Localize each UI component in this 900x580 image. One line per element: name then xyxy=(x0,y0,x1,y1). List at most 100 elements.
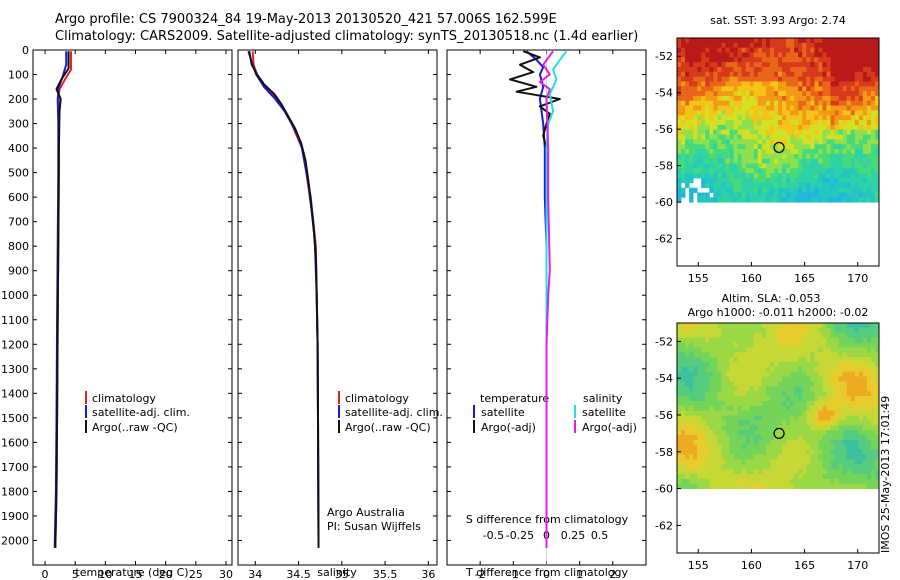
map-cell xyxy=(709,400,714,407)
map-cell xyxy=(769,178,775,184)
map-cell xyxy=(794,192,799,198)
map-cell xyxy=(870,386,876,392)
map-cell xyxy=(802,366,807,373)
y-tick-label: 0 xyxy=(22,44,29,57)
map-cell xyxy=(745,366,751,373)
map-cell xyxy=(677,357,682,363)
map-cell xyxy=(794,415,799,421)
map-cell xyxy=(701,76,706,82)
annotation-argo-australia: Argo Australia xyxy=(327,506,405,519)
map-cell xyxy=(681,415,686,421)
map-cell xyxy=(725,52,730,58)
map-cell xyxy=(786,386,791,392)
map-cell xyxy=(786,62,791,68)
map-cell xyxy=(685,391,690,397)
map-cell xyxy=(773,425,779,431)
map-cell xyxy=(874,47,880,53)
map-cell xyxy=(822,435,827,441)
map-cell xyxy=(677,464,682,470)
map-cell xyxy=(778,473,783,480)
map-cell xyxy=(765,173,771,179)
map-cell xyxy=(769,425,775,431)
map-cell xyxy=(802,415,807,421)
map-cell xyxy=(846,124,852,131)
map-cell xyxy=(862,435,868,441)
map-cell xyxy=(757,454,763,460)
map-cell xyxy=(826,95,831,102)
map-cell xyxy=(810,182,815,189)
map-cell xyxy=(709,352,714,358)
map-cell xyxy=(717,192,722,198)
map-cell xyxy=(794,396,799,402)
map-cell xyxy=(681,376,686,382)
map-cell xyxy=(717,405,722,412)
map-cell xyxy=(834,158,839,164)
map-cell xyxy=(846,42,852,49)
map-cell xyxy=(745,52,751,58)
map-cell xyxy=(874,454,880,460)
map-cell xyxy=(778,376,783,382)
map-cell xyxy=(733,120,738,126)
map-cell xyxy=(705,371,710,377)
map-cell xyxy=(778,444,783,451)
map-cell xyxy=(697,76,702,82)
map-cell xyxy=(854,396,860,402)
map-cell xyxy=(685,149,690,155)
map-cell xyxy=(858,173,864,179)
map-cell xyxy=(745,478,751,485)
map-cell xyxy=(729,449,734,455)
map-cell xyxy=(761,435,767,441)
map-cell xyxy=(765,71,771,78)
map-cell xyxy=(725,425,730,431)
map-cell xyxy=(822,381,827,387)
map-cell xyxy=(782,347,787,353)
map-cell xyxy=(701,91,706,97)
map-cell xyxy=(717,197,722,203)
map-cell xyxy=(858,332,864,339)
map-cell xyxy=(826,42,831,49)
map-cell xyxy=(826,464,831,470)
map-cell xyxy=(798,110,803,116)
map-cell xyxy=(761,100,767,106)
map-cell xyxy=(838,323,844,329)
map-cell xyxy=(818,405,823,412)
map-cell xyxy=(794,178,799,184)
map-cell xyxy=(713,192,718,198)
map-cell xyxy=(790,361,795,368)
map-cell xyxy=(838,95,844,102)
map-cell xyxy=(761,410,767,416)
map-cell xyxy=(838,361,844,368)
map-cell xyxy=(677,337,682,343)
map-cell xyxy=(697,100,702,106)
map-cell xyxy=(769,158,775,164)
map-cell xyxy=(830,435,835,441)
map-cell xyxy=(862,105,868,111)
map-cell xyxy=(769,66,775,73)
map-cell xyxy=(846,454,852,460)
map-cell xyxy=(737,376,743,382)
map-cell xyxy=(761,115,767,121)
map-cell xyxy=(842,381,848,387)
map-cell xyxy=(725,396,730,402)
map-cell xyxy=(705,153,710,160)
map-cell xyxy=(854,192,860,198)
map-cell xyxy=(778,100,783,106)
map-cell xyxy=(802,144,807,150)
map-cell xyxy=(701,124,706,131)
map-cell xyxy=(822,62,827,68)
map-cell xyxy=(753,483,759,489)
map-cell xyxy=(753,391,759,397)
map-cell xyxy=(842,144,848,150)
map-cell xyxy=(822,129,827,135)
map-cell xyxy=(773,381,779,387)
map-cell xyxy=(773,410,779,416)
map-cell xyxy=(709,76,714,82)
map-cell xyxy=(830,473,835,480)
map-cell xyxy=(677,71,682,78)
map-cell xyxy=(741,115,747,121)
map-cell xyxy=(806,405,811,412)
map-cell xyxy=(830,81,835,87)
map-cell xyxy=(733,187,738,193)
map-cell xyxy=(786,168,791,174)
map-cell xyxy=(822,415,827,421)
